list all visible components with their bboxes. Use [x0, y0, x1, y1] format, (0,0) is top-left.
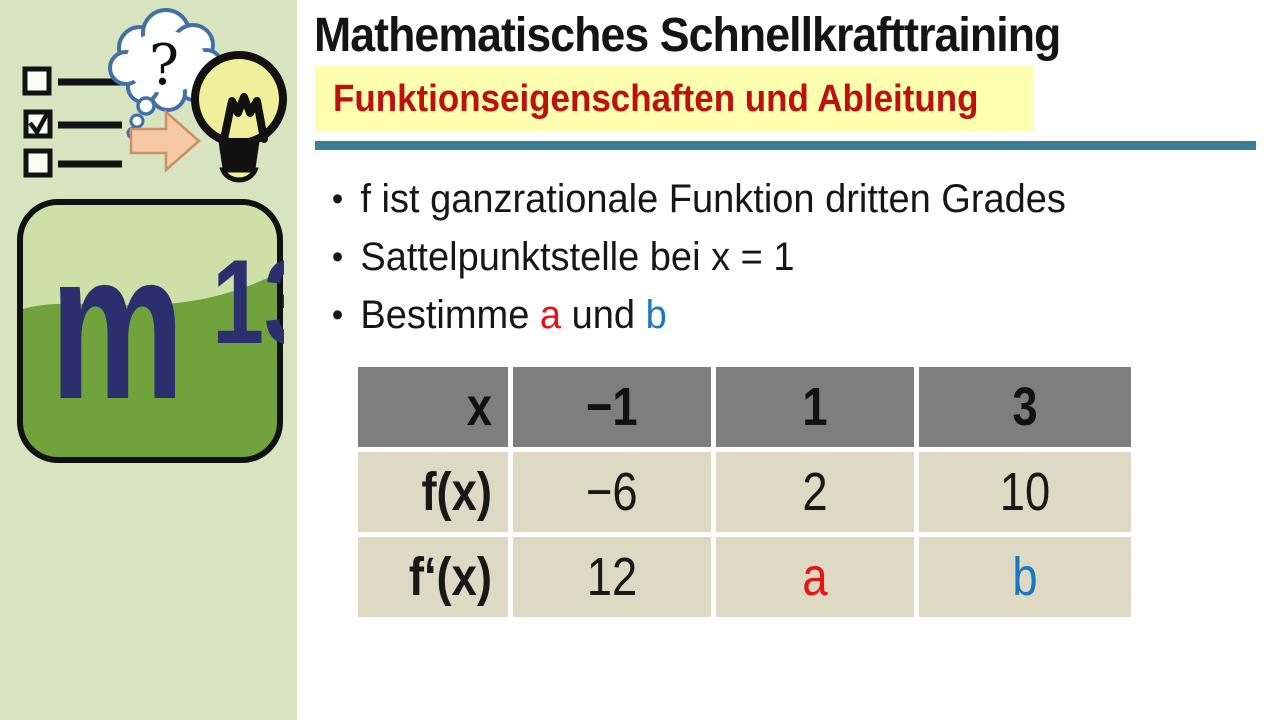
cell-fprimex-1: a: [716, 537, 914, 617]
row-label-fprimex: f‘(x): [358, 537, 508, 617]
variable-b: b: [645, 293, 667, 337]
bulb-bottom: [219, 167, 259, 183]
divider-line: [315, 141, 1256, 150]
header-cell-3: 3: [919, 367, 1131, 447]
page-title: Mathematisches Schnellkrafttraining: [314, 9, 1061, 62]
bulb-base: [218, 138, 260, 172]
subtitle-text: Funktionseigenschaften und Ableitung: [333, 78, 979, 120]
checkbox-unchecked: [22, 66, 52, 96]
thought-dot: [129, 113, 145, 129]
checkbox-unchecked: [23, 148, 53, 178]
question-mark: ?: [149, 33, 179, 98]
checklist-icon: [22, 66, 122, 178]
subtitle-highlight: Funktionseigenschaften und Ableitung: [315, 66, 1033, 132]
filament: [220, 93, 268, 143]
bullet3-prefix: Bestimme: [360, 293, 530, 337]
arrow-right-icon: [129, 109, 201, 173]
cell-fprimex-3: b: [919, 537, 1131, 617]
header-cell-neg1: −1: [513, 367, 711, 447]
values-table: x −1 1 3 f(x) −6 2 10 f‘(x) 12 a b: [353, 362, 1136, 622]
logo-superscript-13: 13: [212, 235, 284, 369]
table-row-fprimex: f‘(x) 12 a b: [358, 537, 1131, 617]
cell-fx-1: 2: [716, 452, 914, 532]
bullet-list: f ist ganzrationale Funktion dritten Gra…: [330, 170, 1260, 344]
cell-fprimex-neg1: 12: [513, 537, 711, 617]
variable-a: a: [539, 293, 562, 337]
sidebar: ? m 13: [0, 0, 297, 720]
table-row-fx: f(x) −6 2 10: [358, 452, 1131, 532]
bullet-item-1: f ist ganzrationale Funktion dritten Gra…: [330, 170, 1214, 228]
cell-fx-neg1: −6: [513, 452, 711, 532]
logo-letter-m: m: [50, 207, 184, 442]
row-label-fx: f(x): [358, 452, 508, 532]
bullet-item-3: Bestimme a und b: [330, 286, 1214, 344]
lightbulb-icon: [191, 51, 287, 183]
cell-fx-3: 10: [919, 452, 1131, 532]
check-mark-icon: [28, 110, 50, 137]
m13-logo: m 13: [17, 199, 284, 463]
header-cell-x: x: [358, 367, 508, 447]
idea-graphic: ?: [22, 8, 287, 183]
table-header-row: x −1 1 3: [358, 367, 1131, 447]
bullet-item-2: Sattelpunktstelle bei x = 1: [330, 228, 1214, 286]
thought-dot: [136, 96, 156, 116]
bullet3-conjunction: und: [571, 293, 636, 337]
header-cell-1: 1: [716, 367, 914, 447]
